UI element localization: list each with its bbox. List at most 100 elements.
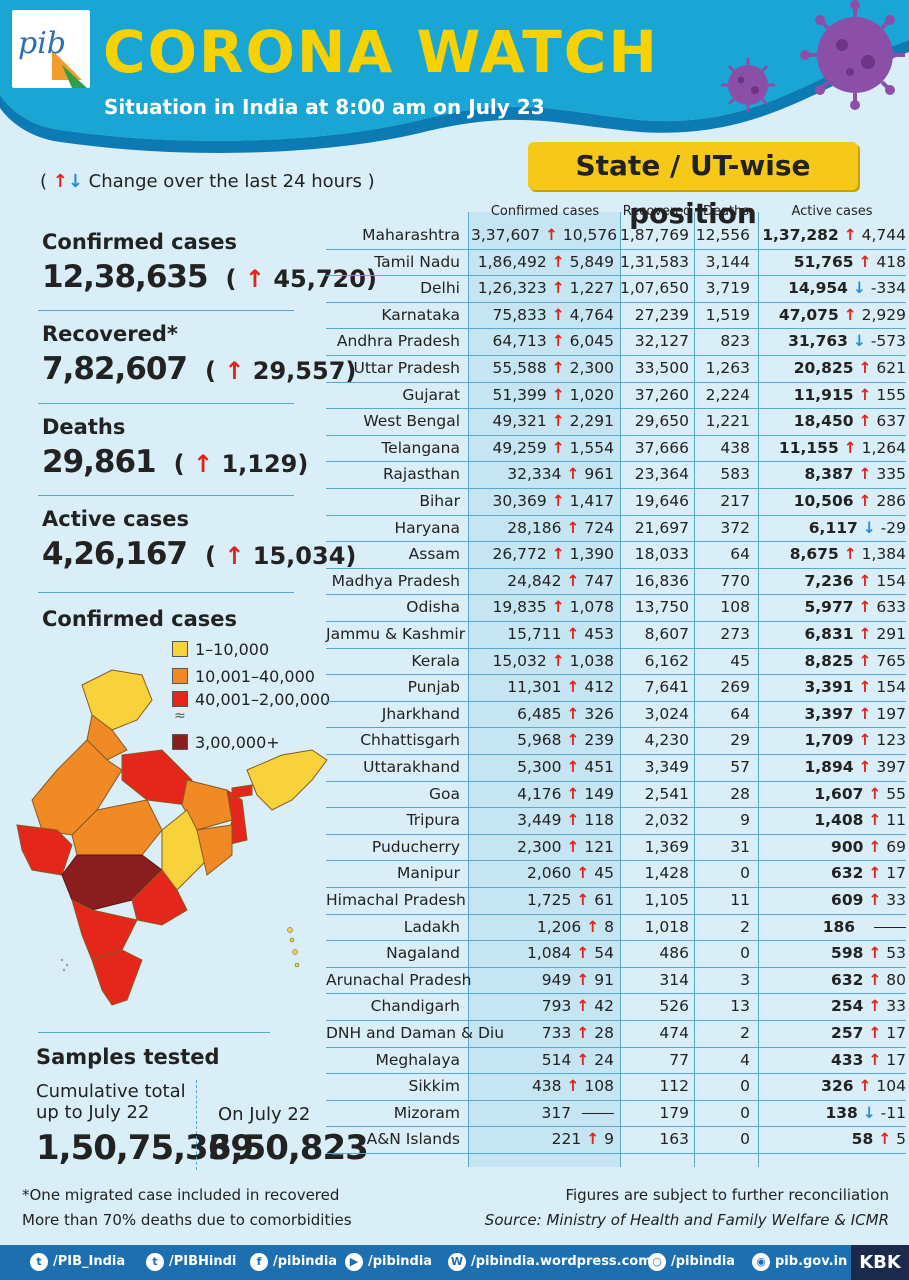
cell-active: 1,408 ↑ 11 bbox=[814, 811, 906, 830]
cell-active: 326 ↑ 104 bbox=[821, 1077, 906, 1096]
cell-state: Odisha bbox=[406, 598, 460, 617]
column-divider bbox=[620, 212, 621, 1167]
cell-confirmed: 514 ↑ 24 bbox=[541, 1050, 614, 1069]
table-row: Gujarat 51,399 ↑ 1,020 37,260 2,224 11,915 ↑… bbox=[326, 382, 906, 410]
social-website[interactable]: ◉ pib.gov.in bbox=[752, 1253, 847, 1271]
up-arrow-icon: ↑ bbox=[551, 279, 565, 298]
virus-icon-large bbox=[800, 0, 905, 110]
cell-active: 8,675 ↑ 1,384 bbox=[789, 545, 906, 564]
cell-confirmed: 2,060 ↑ 45 bbox=[527, 864, 614, 883]
stat-change: ( ↑ 29,557) bbox=[204, 357, 357, 385]
up-arrow-icon: ↑ bbox=[858, 571, 872, 590]
table-row: Tripura 3,449 ↑ 118 2,032 9 1,408 ↑ 11 bbox=[326, 807, 906, 835]
cell-confirmed: 733 ↑ 28 bbox=[541, 1024, 614, 1042]
social-twitter-pib[interactable]: t/PIB_India bbox=[30, 1253, 125, 1271]
cell-confirmed: 5,968 ↑ 239 bbox=[517, 731, 614, 750]
table-row: Ladakh 1,206 ↑ 8 1,018 2 186 bbox=[326, 914, 906, 942]
legend-break-icon: ≈ bbox=[174, 708, 186, 724]
table-row: Nagaland 1,084 ↑ 54 486 0 598 ↑ 53 bbox=[326, 940, 906, 968]
cell-confirmed: 1,084 ↑ 54 bbox=[527, 944, 614, 963]
social-facebook[interactable]: f/pibindia bbox=[250, 1253, 337, 1271]
cell-recovered: 18,033 bbox=[634, 545, 689, 564]
table-row: Himachal Pradesh 1,725 ↑ 61 1,105 11 609 ↑ 3… bbox=[326, 887, 906, 915]
cell-recovered: 33,500 bbox=[634, 359, 689, 377]
up-arrow-icon: ↑ bbox=[868, 837, 882, 856]
cell-deaths: 2 bbox=[740, 1024, 750, 1042]
up-arrow-icon: ↑ bbox=[878, 1130, 892, 1149]
cell-state: Tripura bbox=[406, 811, 460, 830]
up-arrow-icon: ↑ bbox=[551, 252, 565, 271]
table-row: Arunachal Pradesh 949 ↑ 91 314 3 632 ↑ 80 bbox=[326, 967, 906, 995]
up-arrow-icon: ↑ bbox=[576, 944, 590, 963]
cell-state: A&N Islands bbox=[366, 1130, 460, 1149]
cell-confirmed: 949 ↑ 91 bbox=[541, 970, 614, 989]
cell-confirmed: 75,833 ↑ 4,764 bbox=[492, 305, 615, 324]
stat-confirmed: Confirmed cases 12,38,635 ( ↑ 45,720) bbox=[42, 230, 377, 295]
column-divider bbox=[694, 212, 695, 1167]
cell-confirmed: 2,300 ↑ 121 bbox=[517, 837, 614, 856]
up-arrow-icon: ↑ bbox=[858, 492, 872, 510]
up-arrow-icon: ↑ bbox=[858, 704, 872, 723]
up-arrow-icon: ↑ bbox=[566, 571, 580, 590]
social-youtube[interactable]: ▶/pibindia bbox=[345, 1253, 432, 1271]
up-arrow-icon: ↑ bbox=[586, 917, 600, 936]
cell-active: 433 ↑ 17 bbox=[831, 1050, 906, 1069]
wordpress-icon: W bbox=[448, 1253, 466, 1271]
cell-deaths: 11 bbox=[730, 891, 750, 909]
cell-recovered: 2,032 bbox=[644, 811, 689, 830]
stat-label: Deaths bbox=[42, 415, 126, 439]
cell-confirmed: 19,835 ↑ 1,078 bbox=[492, 598, 615, 617]
stat-change: ( ↑ 15,034) bbox=[204, 542, 357, 570]
cell-recovered: 486 bbox=[659, 944, 689, 963]
table-row: Chhattisgarh 5,968 ↑ 239 4,230 29 1,709 ↑ 12… bbox=[326, 727, 906, 755]
cell-recovered: 3,024 bbox=[644, 704, 689, 723]
cell-recovered: 6,162 bbox=[644, 651, 689, 670]
cell-state: Assam bbox=[408, 545, 460, 564]
cell-active: 3,397 ↑ 197 bbox=[804, 704, 907, 723]
social-twitter-hindi[interactable]: t/PIBHindi bbox=[146, 1253, 236, 1271]
stat-recovered: Recovered* 7,82,607 ( ↑ 29,557) bbox=[42, 322, 356, 387]
up-arrow-icon: ↑ bbox=[566, 704, 580, 723]
cell-deaths: 108 bbox=[720, 598, 750, 617]
cell-confirmed: 6,485 ↑ 326 bbox=[517, 704, 614, 723]
cell-active: 254 ↑ 33 bbox=[831, 997, 906, 1016]
table-row: Chandigarh 793 ↑ 42 526 13 254 ↑ 33 bbox=[326, 993, 906, 1021]
cell-deaths: 823 bbox=[720, 332, 750, 351]
cell-state: Rajasthan bbox=[382, 465, 460, 484]
cell-recovered: 1,018 bbox=[644, 917, 689, 936]
cell-active: 58 ↑ 5 bbox=[851, 1130, 906, 1149]
cell-active: 609 ↑ 33 bbox=[831, 891, 906, 909]
header-banner: pib CORONA WATCH Situation in India at 8… bbox=[0, 0, 909, 153]
down-arrow-icon: ↓ bbox=[852, 332, 866, 351]
cell-state: Chhattisgarh bbox=[360, 731, 460, 750]
up-arrow-icon: ↑ bbox=[858, 412, 872, 431]
cell-state: Telangana bbox=[381, 438, 460, 457]
table-row: Madhya Pradesh 24,842 ↑ 747 16,836 770 7,236… bbox=[326, 568, 906, 596]
up-arrow-icon: ↑ bbox=[576, 970, 590, 989]
cell-active: 11,155 ↑ 1,264 bbox=[778, 438, 906, 457]
cell-confirmed: 26,772 ↑ 1,390 bbox=[492, 545, 615, 564]
cell-active: 598 ↑ 53 bbox=[831, 944, 906, 963]
cell-state: DNH and Daman & Diu bbox=[326, 1024, 505, 1042]
social-instagram[interactable]: ○/pibindia bbox=[648, 1253, 735, 1271]
cell-confirmed: 793 ↑ 42 bbox=[541, 997, 614, 1016]
cell-active: 7,236 ↑ 154 bbox=[804, 571, 907, 590]
cell-active: 186 bbox=[760, 918, 906, 936]
social-wordpress[interactable]: W/pibindia.wordpress.com bbox=[448, 1253, 652, 1271]
cell-confirmed: 51,399 ↑ 1,020 bbox=[492, 385, 615, 404]
cell-confirmed: 3,449 ↑ 118 bbox=[517, 811, 614, 830]
cell-active: 632 ↑ 80 bbox=[831, 970, 906, 989]
cell-recovered: 179 bbox=[659, 1103, 689, 1122]
legend-item: 40,001–2,00,000 bbox=[172, 690, 330, 709]
table-row: Jharkhand 6,485 ↑ 326 3,024 64 3,397 ↑ 197 bbox=[326, 701, 906, 729]
cell-state: Himachal Pradesh bbox=[326, 891, 466, 909]
day-value: 3,50,823 bbox=[208, 1128, 369, 1168]
up-arrow-icon: ↑ bbox=[551, 385, 565, 404]
stat-change: ( ↑ 45,720) bbox=[225, 265, 377, 293]
up-arrow-icon: ↑ bbox=[858, 252, 872, 271]
cell-recovered: 1,428 bbox=[644, 864, 689, 883]
cell-active: 20,825 ↑ 621 bbox=[793, 359, 906, 377]
up-arrow-icon: ↑ bbox=[858, 625, 872, 643]
cell-active: 8,825 ↑ 765 bbox=[804, 651, 907, 670]
cell-active: 900 ↑ 69 bbox=[831, 837, 906, 856]
